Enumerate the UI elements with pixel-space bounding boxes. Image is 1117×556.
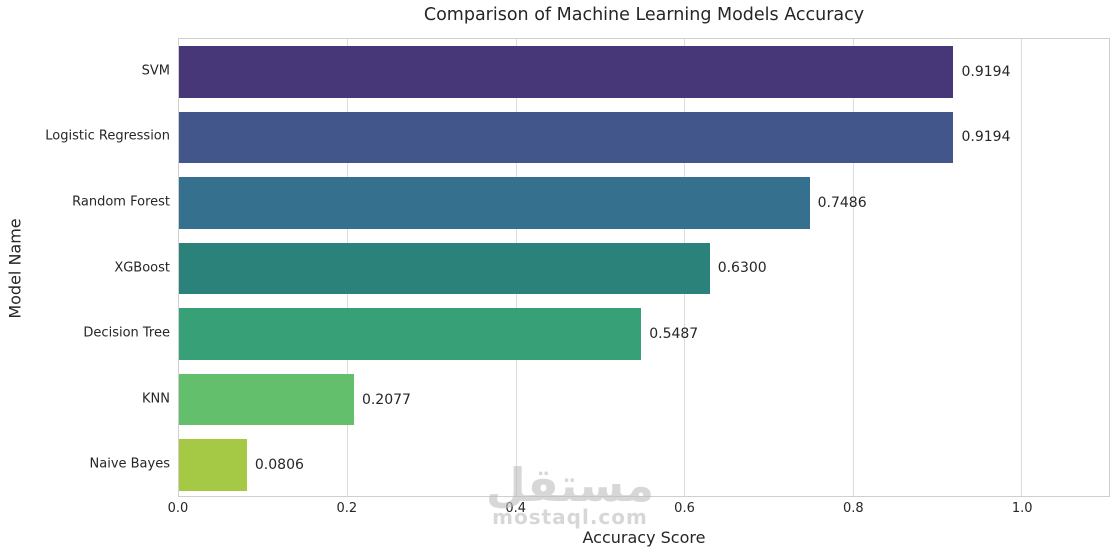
bar-row: 0.0806 xyxy=(179,432,1109,498)
bar-random-forest xyxy=(179,177,810,229)
bar-row: 0.9194 xyxy=(179,105,1109,171)
bar-row: 0.7486 xyxy=(179,170,1109,236)
bar-value-label: 0.0806 xyxy=(254,457,304,474)
bar-value-label: 0.2077 xyxy=(361,391,411,408)
x-tick-label-0.2: 0.2 xyxy=(336,501,358,516)
y-tick-label-decision-tree: Decision Tree xyxy=(83,325,170,341)
y-tick-label-logistic-regression: Logistic Regression xyxy=(45,128,170,144)
bar-row: 0.6300 xyxy=(179,236,1109,302)
y-tick-label-knn: KNN xyxy=(142,391,170,407)
x-tick-label-0.0: 0.0 xyxy=(167,501,189,516)
bar-row: 0.2077 xyxy=(179,367,1109,433)
x-tick-label-0.6: 0.6 xyxy=(674,501,695,516)
bar-svm xyxy=(179,46,954,98)
x-tick-label-1.0: 1.0 xyxy=(1011,501,1033,516)
bar-row: 0.9194 xyxy=(179,39,1109,105)
y-tick-label-xgboost: XGBoost xyxy=(114,260,170,275)
bar-decision-tree xyxy=(179,308,642,360)
y-tick-label-naive-bayes: Naive Bayes xyxy=(89,456,170,472)
bar-row: 0.5487 xyxy=(179,301,1109,367)
bar-value-label: 0.7486 xyxy=(817,194,867,211)
bar-value-label: 0.9194 xyxy=(961,129,1011,146)
bar-naive-bayes xyxy=(179,439,247,491)
bar-value-label: 0.9194 xyxy=(961,63,1011,80)
bar-logistic-regression xyxy=(179,111,954,164)
gridline-x-0.8 xyxy=(852,39,854,496)
gridline-x-1.0 xyxy=(1021,39,1023,496)
y-tick-label-random-forest: Random Forest xyxy=(72,194,170,210)
bar-value-label: 0.6300 xyxy=(717,260,767,277)
x-axis-label: Accuracy Score xyxy=(582,528,706,547)
bar-knn xyxy=(179,373,354,426)
chart-title: Comparison of Machine Learning Models Ac… xyxy=(423,5,865,25)
plot-area: 0.9194 0.9194 0.7486 0.6300 0.5487 0.2077 0.08… xyxy=(178,38,1110,497)
bar-xgboost xyxy=(179,242,710,295)
bar-value-label: 0.5487 xyxy=(649,326,699,343)
x-tick-label-0.4: 0.4 xyxy=(505,501,527,516)
y-tick-label-svm: SVM xyxy=(141,63,170,79)
x-tick-label-0.8: 0.8 xyxy=(843,501,864,516)
